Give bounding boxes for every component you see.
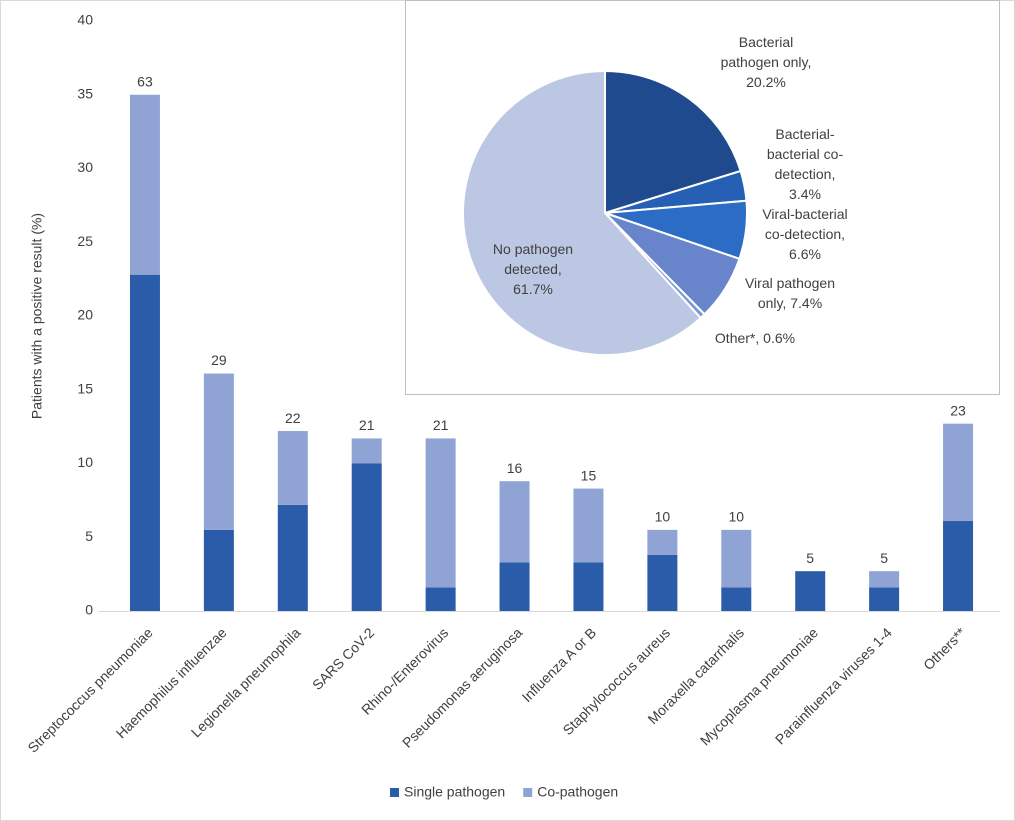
bar-segment bbox=[721, 529, 752, 588]
y-tick-label: 5 bbox=[85, 528, 93, 544]
pie-label-line: 20.2% bbox=[746, 74, 786, 90]
total-count-label: 21 bbox=[433, 417, 449, 433]
pie-label-line: only, 7.4% bbox=[758, 295, 822, 311]
bar-segment bbox=[869, 587, 900, 611]
legend-swatch bbox=[390, 788, 399, 797]
bar-segment bbox=[129, 274, 160, 611]
bar-segment bbox=[943, 423, 974, 522]
total-count-label: 22 bbox=[285, 410, 301, 426]
bar-segment bbox=[203, 373, 234, 530]
pie-label-line: 6.6% bbox=[789, 246, 821, 262]
pie-slice bbox=[462, 69, 703, 356]
bar-segment bbox=[203, 529, 234, 611]
pie-label-line: Viral-bacterial bbox=[762, 206, 847, 222]
legend-swatch bbox=[523, 788, 533, 797]
legend-label: Co-pathogen bbox=[537, 784, 618, 800]
bar-segment bbox=[795, 571, 826, 611]
y-tick-label: 40 bbox=[77, 12, 93, 28]
total-count-label: 10 bbox=[655, 509, 671, 525]
bar-segment bbox=[573, 488, 604, 563]
bar-segment bbox=[499, 481, 530, 563]
total-count-label: 21 bbox=[359, 417, 375, 433]
bar-segment bbox=[425, 438, 456, 588]
y-tick-label: 15 bbox=[77, 380, 93, 396]
pie-label: Bacterial-bacterial co-detection, 3.4% bbox=[767, 126, 844, 202]
pie-label-line: co-detection, bbox=[765, 226, 845, 242]
y-tick-label: 0 bbox=[85, 602, 93, 618]
bar-segment bbox=[277, 431, 308, 505]
pie-label-line: detection, bbox=[775, 166, 836, 182]
bar-segment bbox=[721, 587, 752, 611]
bar-segment bbox=[869, 571, 900, 588]
pie-label-line: No pathogen bbox=[493, 241, 573, 257]
pie-slice bbox=[604, 69, 742, 215]
y-tick-label: 10 bbox=[77, 454, 93, 470]
total-count-label: 5 bbox=[806, 550, 814, 566]
pie-label: Bacterial pathogen only, 20.2% bbox=[721, 34, 812, 90]
y-axis-label: Patients with a positive result (%) bbox=[29, 213, 45, 419]
pie-label-line: Other*, 0.6% bbox=[715, 330, 795, 346]
bar-segment bbox=[425, 587, 456, 611]
pie-label: Viral pathogen only, 7.4% bbox=[745, 275, 835, 311]
pie-label-line: Bacterial- bbox=[775, 126, 834, 142]
legend-label: Single pathogen bbox=[404, 784, 505, 800]
pie-label: No pathogen detected, 61.7% bbox=[493, 241, 573, 297]
pie-label: Other*, 0.6% bbox=[715, 330, 795, 346]
total-count-label: 63 bbox=[137, 73, 153, 89]
pie-label-line: pathogen only, bbox=[721, 54, 812, 70]
y-tick-label: 25 bbox=[77, 233, 93, 249]
pie-label-line: 61.7% bbox=[513, 281, 553, 297]
bar-segment bbox=[351, 463, 382, 611]
pie-label-line: 3.4% bbox=[789, 186, 821, 202]
pie-label-line: Viral pathogen bbox=[745, 275, 835, 291]
total-count-label: 23 bbox=[950, 402, 966, 418]
bar-segment bbox=[277, 504, 308, 611]
total-count-label: 15 bbox=[581, 467, 597, 483]
bar-segment bbox=[647, 554, 678, 611]
total-count-label: 16 bbox=[507, 460, 523, 476]
bar-segment bbox=[573, 562, 604, 611]
total-count-label: 5 bbox=[880, 550, 888, 566]
total-count-label: 10 bbox=[729, 509, 745, 525]
bar-segment bbox=[129, 94, 160, 275]
bar-segment bbox=[499, 562, 530, 611]
y-tick-label: 35 bbox=[77, 85, 93, 101]
pie-label-line: bacterial co- bbox=[767, 146, 844, 162]
pie-label-line: detected, bbox=[504, 261, 562, 277]
bar-segment bbox=[943, 521, 974, 611]
pie-label: Viral-bacterial co-detection, 6.6% bbox=[762, 206, 847, 262]
y-tick-label: 20 bbox=[77, 307, 93, 323]
total-count-label: 29 bbox=[211, 352, 227, 368]
y-tick-label: 30 bbox=[77, 159, 93, 175]
bar-segment bbox=[647, 529, 678, 555]
pie-label-line: Bacterial bbox=[739, 34, 793, 50]
bar-segment bbox=[351, 438, 382, 464]
